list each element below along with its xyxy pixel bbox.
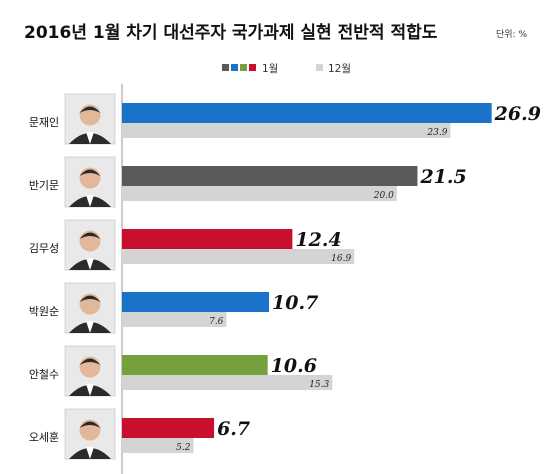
data-label-previous: 7.6 xyxy=(209,317,224,327)
candidate-portrait xyxy=(64,282,116,334)
portrait-shirt xyxy=(86,447,94,459)
candidate-portrait xyxy=(64,408,116,460)
portrait-hair xyxy=(79,169,101,176)
portrait-shirt xyxy=(86,132,94,144)
legend-current-label: 1월 xyxy=(262,63,278,75)
data-label-previous: 5.2 xyxy=(176,443,191,453)
portrait-hair xyxy=(79,106,101,113)
candidate-portrait xyxy=(64,156,116,208)
bar-row: 오세훈 6.7 5.2 xyxy=(29,408,250,460)
legend-current-swatches xyxy=(222,64,256,71)
data-label-current: 21.5 xyxy=(419,166,466,188)
bar-previous xyxy=(122,312,227,327)
candidate-portrait xyxy=(64,93,116,145)
portrait-shirt xyxy=(86,195,94,207)
bar-current xyxy=(122,166,418,186)
portrait-shirt xyxy=(86,384,94,396)
unit-label: 단위: % xyxy=(496,29,527,40)
legend-previous-label: 12월 xyxy=(328,63,351,75)
candidate-name: 김무성 xyxy=(29,242,59,255)
data-label-previous: 16.9 xyxy=(331,254,351,264)
bar-row: 안철수 10.6 15.3 xyxy=(29,345,333,397)
bar-row: 반기문 21.5 20.0 xyxy=(29,156,467,208)
bar-current xyxy=(122,103,492,123)
bar-rows: 문재인 26.9 23.9 반기문 21.5 20.0 김무성 12.4 16.9 박원순 10.7… xyxy=(29,93,541,460)
bar-previous xyxy=(122,438,194,453)
data-label-previous: 23.9 xyxy=(426,128,447,138)
bar-current xyxy=(122,292,270,312)
candidate-name: 반기문 xyxy=(29,179,59,192)
legend-swatch-2 xyxy=(240,64,247,71)
chart-title: 2016년 1월 차기 대선주자 국가과제 실현 전반적 적합도 xyxy=(24,22,438,43)
legend-previous-swatch xyxy=(316,64,323,71)
candidate-portrait xyxy=(64,345,116,397)
bar-row: 박원순 10.7 7.6 xyxy=(29,282,318,334)
legend: 1월 12월 xyxy=(222,63,351,75)
portrait-hair xyxy=(79,421,101,428)
legend-swatch-3 xyxy=(249,64,256,71)
bar-row: 문재인 26.9 23.9 xyxy=(29,93,541,145)
portrait-shirt xyxy=(86,321,94,333)
bar-previous xyxy=(122,249,355,264)
portrait-hair xyxy=(79,295,101,302)
data-label-previous: 20.0 xyxy=(373,191,394,201)
data-label-previous: 15.3 xyxy=(309,380,329,390)
bar-current xyxy=(122,355,268,375)
candidate-name: 안철수 xyxy=(29,368,59,381)
data-label-current: 12.4 xyxy=(295,229,341,251)
portrait-hair xyxy=(79,232,101,239)
data-label-current: 10.7 xyxy=(272,292,318,314)
legend-swatch-0 xyxy=(222,64,229,71)
data-label-current: 6.7 xyxy=(217,418,250,440)
bar-current xyxy=(122,229,293,249)
bar-previous xyxy=(122,375,333,390)
data-label-current: 10.6 xyxy=(271,355,317,377)
data-label-current: 26.9 xyxy=(494,103,541,125)
candidate-name: 박원순 xyxy=(29,305,59,318)
bar-previous xyxy=(122,186,397,201)
bar-previous xyxy=(122,123,451,138)
candidate-name: 문재인 xyxy=(29,116,59,129)
portrait-hair xyxy=(79,358,101,365)
candidate-name: 오세훈 xyxy=(29,431,59,444)
bar-current xyxy=(122,418,215,438)
bar-row: 김무성 12.4 16.9 xyxy=(29,219,355,271)
legend-swatch-1 xyxy=(231,64,238,71)
candidate-portrait xyxy=(64,219,116,271)
portrait-shirt xyxy=(86,258,94,270)
